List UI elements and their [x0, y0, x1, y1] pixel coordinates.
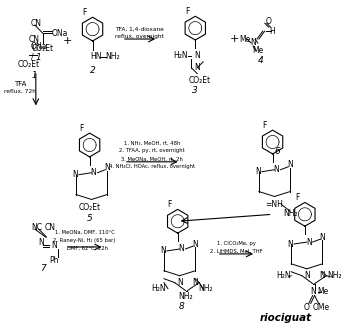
Text: 3. MeONa, MeOH, rt, 2h: 3. MeONa, MeOH, rt, 2h — [121, 156, 183, 161]
Text: TFA, 1,4-dioxane: TFA, 1,4-dioxane — [115, 27, 164, 32]
Text: 2. LiHMDS, MeI, THF: 2. LiHMDS, MeI, THF — [210, 248, 263, 253]
Text: NH₂: NH₂ — [283, 209, 298, 218]
Text: N: N — [91, 168, 97, 177]
Text: 2. TFAA, py, rt, overnight: 2. TFAA, py, rt, overnight — [119, 148, 185, 154]
Text: 3: 3 — [192, 86, 198, 95]
Text: F: F — [185, 7, 189, 16]
Text: Me: Me — [252, 46, 264, 55]
Text: O: O — [304, 303, 310, 312]
Text: H₂N: H₂N — [173, 52, 188, 60]
Text: N: N — [192, 278, 198, 287]
Text: F: F — [262, 121, 267, 130]
Text: N: N — [192, 240, 198, 248]
Text: 4. NH₄Cl, HOAc, reflux, overnight: 4. NH₄Cl, HOAc, reflux, overnight — [109, 164, 195, 169]
Text: N: N — [319, 232, 325, 242]
Text: 7: 7 — [40, 264, 45, 273]
Text: H₂N: H₂N — [276, 271, 291, 280]
Text: F: F — [82, 8, 87, 17]
Text: ONa: ONa — [30, 42, 47, 52]
Text: Ph: Ph — [50, 256, 59, 265]
Text: riociguat: riociguat — [259, 313, 311, 323]
Text: CN: CN — [28, 35, 39, 43]
Text: NH₂: NH₂ — [327, 271, 342, 280]
Text: CO₂Et: CO₂Et — [78, 203, 101, 212]
Text: \: \ — [32, 42, 34, 52]
Text: O: O — [266, 17, 272, 26]
Text: N: N — [194, 52, 200, 60]
Text: DMF, 62°C, 22h: DMF, 62°C, 22h — [62, 245, 108, 250]
Text: N: N — [274, 165, 280, 174]
Text: TFA: TFA — [14, 81, 26, 87]
Text: /: / — [30, 52, 33, 61]
Text: +: + — [230, 34, 239, 44]
Text: CO₂Et: CO₂Et — [18, 60, 40, 69]
Text: +: + — [62, 36, 72, 46]
Text: F: F — [79, 124, 84, 133]
Text: 6: 6 — [274, 147, 280, 156]
Text: NC: NC — [31, 223, 42, 232]
Text: Me: Me — [317, 287, 328, 296]
Text: N: N — [179, 244, 184, 254]
Text: 1. NH₃, MeOH, rt, 48h: 1. NH₃, MeOH, rt, 48h — [124, 141, 180, 145]
Text: NH₂: NH₂ — [198, 284, 212, 293]
Text: N: N — [304, 271, 310, 280]
Text: NH₂: NH₂ — [105, 52, 119, 61]
Text: =NH: =NH — [266, 200, 284, 209]
Text: F: F — [295, 193, 299, 202]
Text: HN: HN — [91, 52, 102, 61]
Text: N: N — [52, 241, 57, 249]
Text: OMe: OMe — [313, 303, 330, 312]
Text: F: F — [168, 200, 172, 209]
Text: H₂N: H₂N — [151, 284, 166, 293]
Text: ONa: ONa — [52, 29, 69, 37]
Text: N: N — [177, 278, 183, 287]
Text: N: N — [105, 163, 110, 172]
Text: N: N — [287, 160, 293, 169]
Text: N: N — [72, 170, 78, 179]
Text: N: N — [319, 271, 325, 280]
Text: N: N — [194, 63, 200, 72]
Text: 2: 2 — [90, 66, 95, 75]
Text: N: N — [255, 167, 261, 176]
Text: N: N — [250, 38, 256, 48]
Text: CN: CN — [31, 19, 42, 28]
Text: 1. ClCO₂Me, py: 1. ClCO₂Me, py — [217, 241, 256, 245]
Text: 4: 4 — [258, 56, 264, 65]
Text: N: N — [310, 287, 315, 296]
Text: Me: Me — [240, 35, 251, 43]
Text: 1: 1 — [31, 71, 37, 80]
Text: reflux, overnight: reflux, overnight — [115, 34, 164, 38]
Text: CN: CN — [45, 223, 56, 232]
Text: reflux, 72h: reflux, 72h — [4, 89, 36, 94]
Text: N: N — [287, 240, 293, 248]
Text: 1. MeONa, DMF, 110°C: 1. MeONa, DMF, 110°C — [55, 230, 115, 235]
Text: CO₂Et: CO₂Et — [32, 44, 54, 53]
Text: N: N — [160, 246, 166, 256]
Text: N: N — [38, 238, 44, 246]
Text: H: H — [270, 27, 276, 36]
Text: N: N — [306, 238, 312, 246]
Text: 5: 5 — [87, 214, 93, 223]
Text: 8: 8 — [179, 302, 184, 311]
Text: 1: 1 — [36, 53, 42, 62]
Text: CO₂Et: CO₂Et — [189, 76, 211, 85]
Text: 2. Raney-Ni, H₂ (65 bar): 2. Raney-Ni, H₂ (65 bar) — [53, 238, 116, 243]
Text: NH₂: NH₂ — [178, 292, 193, 301]
